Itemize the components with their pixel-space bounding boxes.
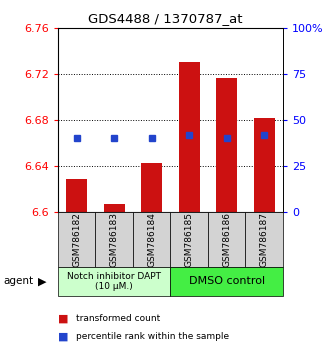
Text: GSM786187: GSM786187 <box>260 212 269 267</box>
Bar <box>246 212 283 267</box>
Text: GDS4488 / 1370787_at: GDS4488 / 1370787_at <box>88 12 243 25</box>
Bar <box>66 179 87 212</box>
Bar <box>95 212 133 267</box>
Text: transformed count: transformed count <box>76 314 161 323</box>
Text: agent: agent <box>3 276 33 286</box>
Bar <box>141 163 162 212</box>
Text: GSM786185: GSM786185 <box>185 212 194 267</box>
Bar <box>170 212 208 267</box>
Bar <box>104 204 124 212</box>
Text: Notch inhibitor DAPT
(10 μM.): Notch inhibitor DAPT (10 μM.) <box>67 272 161 291</box>
Bar <box>179 62 200 212</box>
Text: ■: ■ <box>58 314 69 324</box>
Bar <box>133 212 170 267</box>
Text: ▶: ▶ <box>38 276 47 286</box>
Bar <box>208 212 246 267</box>
Bar <box>58 212 95 267</box>
Text: ■: ■ <box>58 331 69 341</box>
Text: GSM786182: GSM786182 <box>72 212 81 267</box>
Bar <box>254 118 274 212</box>
Text: DMSO control: DMSO control <box>189 276 265 286</box>
Text: percentile rank within the sample: percentile rank within the sample <box>76 332 229 341</box>
Text: GSM786186: GSM786186 <box>222 212 231 267</box>
Text: GSM786183: GSM786183 <box>110 212 119 267</box>
Bar <box>58 267 170 296</box>
Text: GSM786184: GSM786184 <box>147 212 156 267</box>
Bar <box>170 267 283 296</box>
Bar <box>216 78 237 212</box>
